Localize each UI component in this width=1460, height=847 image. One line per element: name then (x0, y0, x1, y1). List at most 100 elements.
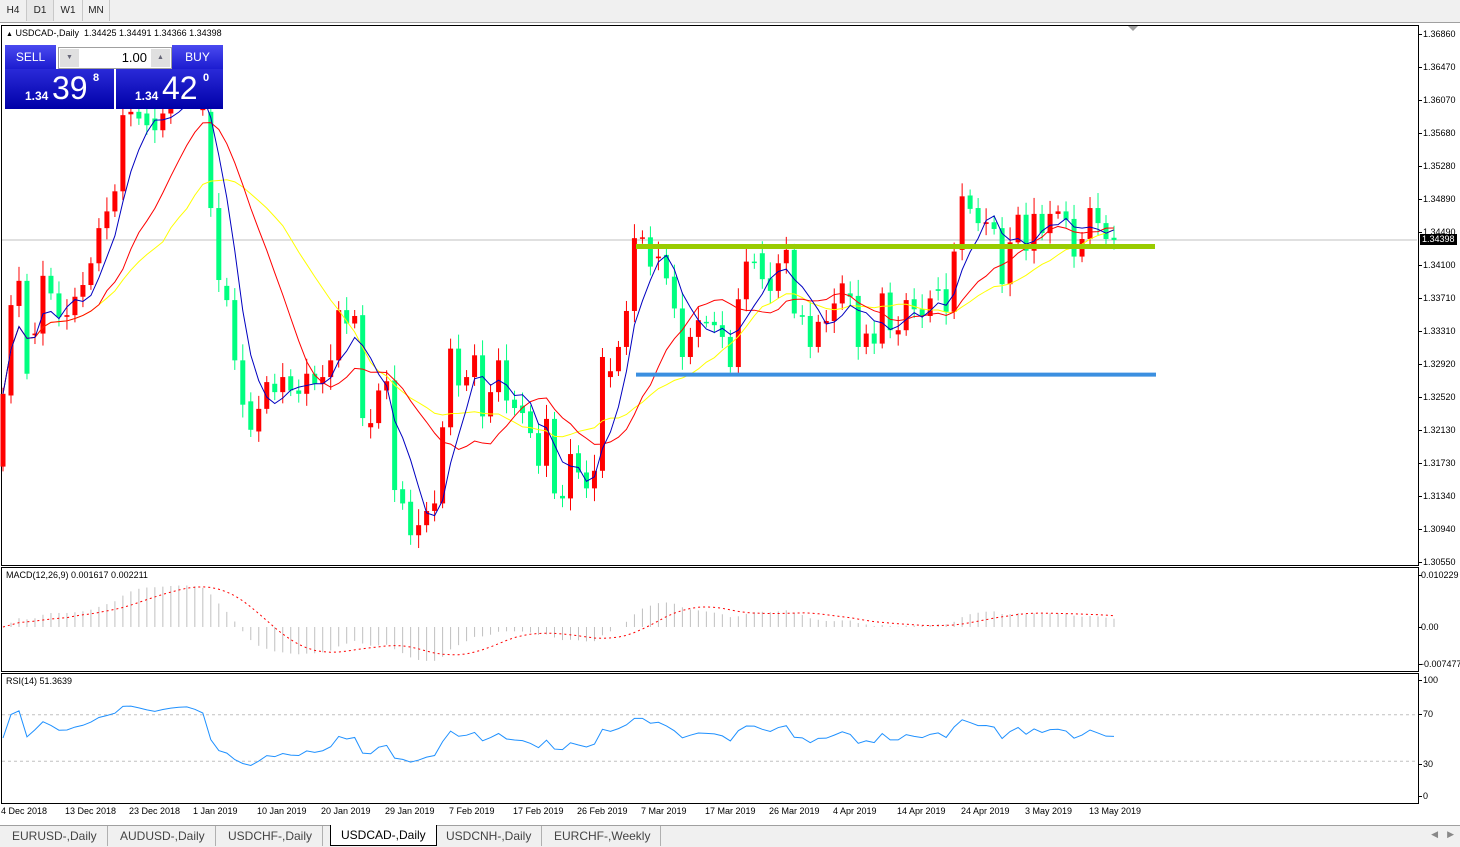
volume-increase-icon[interactable]: ▲ (151, 49, 170, 67)
candle-bear (312, 373, 318, 384)
rsi-axis-label: 0 (1423, 791, 1429, 801)
candle-bear (663, 254, 669, 279)
time-axis-label: 4 Apr 2019 (833, 806, 877, 816)
macd-axis-tick (1419, 575, 1422, 576)
tabs-scroll-right-icon[interactable]: ▶ (1447, 829, 1454, 839)
candle-bear (552, 418, 558, 494)
price-axis-label: 1.36470 (1423, 62, 1456, 72)
candle-bull (96, 228, 102, 264)
candle-bull (432, 503, 438, 511)
candle-bull (472, 355, 478, 378)
sell-price-big: 39 (52, 70, 88, 106)
price-axis-label: 1.32920 (1423, 359, 1456, 369)
candle-bear (999, 228, 1005, 285)
candle-bull (895, 330, 901, 335)
time-axis-label: 7 Feb 2019 (449, 806, 495, 816)
candle-bull (80, 285, 86, 297)
collapse-triangle-icon[interactable]: ▲ (6, 31, 13, 38)
buy-price-pip: 0 (203, 72, 210, 84)
candle-bull (368, 423, 374, 428)
macd-label: MACD(12,26,9) 0.001617 0.002211 (6, 570, 148, 580)
sell-price-prefix: 1.34 (25, 89, 49, 103)
candle-bear (759, 253, 765, 280)
rsi-axis-tick (1419, 764, 1422, 765)
candle-bull (496, 360, 502, 393)
rsi-axis-tick (1419, 714, 1422, 715)
candle-bull (591, 470, 597, 489)
candle-bull (416, 525, 422, 536)
tab-eurchf-weekly[interactable]: EURCHF-,Weekly (544, 826, 662, 846)
candle-bear (408, 501, 414, 536)
ma-slow-line (2, 179, 1115, 438)
candle-bull (567, 454, 573, 499)
timeframe-mn[interactable]: MN (83, 0, 110, 21)
candle-bull (336, 310, 342, 361)
candle-bull (352, 315, 358, 324)
buy-button[interactable]: BUY (172, 45, 223, 69)
candle-bear (480, 355, 486, 417)
macd-axis-label: 0.00 (1421, 622, 1439, 632)
candle-bull (16, 280, 22, 306)
candle-bull (687, 336, 693, 357)
candle-bear (144, 113, 150, 126)
tab-usdchf-daily[interactable]: USDCHF-,Daily (218, 826, 323, 846)
sell-button[interactable]: SELL (5, 45, 56, 69)
candle-bear (679, 308, 685, 357)
sell-price[interactable]: 1.34 39 8 (5, 69, 114, 109)
candle-bull (951, 251, 957, 312)
candle-bull (440, 427, 446, 504)
price-axis-tick (1419, 331, 1422, 332)
candle-bear (943, 289, 949, 312)
tabs-scroll-left-icon[interactable]: ◀ (1431, 829, 1438, 839)
price-axis-tick (1419, 397, 1422, 398)
buy-price[interactable]: 1.34 42 0 (116, 69, 223, 109)
main-chart-panel[interactable] (1, 25, 1419, 566)
candle-bear (288, 376, 294, 391)
candle-bear (711, 321, 717, 326)
candle-bull (112, 191, 118, 212)
candle-bull (120, 115, 126, 192)
rsi-panel[interactable] (1, 673, 1419, 804)
tab-audusd-daily[interactable]: AUDUSD-,Daily (110, 826, 216, 846)
price-axis-tick (1419, 298, 1422, 299)
price-axis-tick (1419, 463, 1422, 464)
candle-bear (855, 295, 861, 347)
price-axis-tick (1419, 232, 1422, 233)
candle-bear (799, 315, 805, 317)
candle-bear (887, 292, 893, 331)
candle-bull (1055, 211, 1061, 214)
candle-bear (272, 383, 278, 393)
price-axis[interactable]: 1.36860 1.36470 1.36070 1.35680 1.35280 1.348… (1419, 0, 1460, 570)
candle-bull (320, 377, 326, 384)
chart-header: ▲ USDCAD-,Daily 1.34425 1.34491 1.34366 … (6, 28, 222, 38)
timeframe-w1[interactable]: W1 (54, 0, 83, 21)
timeframe-h4[interactable]: H4 (0, 0, 27, 21)
candle-bull (815, 321, 821, 347)
candle-bear (727, 336, 733, 368)
tab-usdcad-daily[interactable]: USDCAD-,Daily (330, 825, 437, 846)
candle-bear (919, 309, 925, 316)
price-series (0, 74, 1417, 549)
rsi-axis-label: 30 (1423, 759, 1434, 769)
sell-price-pip: 8 (93, 72, 100, 84)
price-axis-label: 1.32130 (1423, 425, 1456, 435)
candle-bear (344, 310, 350, 324)
tab-eurusd-daily[interactable]: EURUSD-,Daily (2, 826, 108, 846)
candle-bull (448, 348, 454, 428)
volume-stepper[interactable]: ▼ 1.00 ▲ (58, 47, 172, 69)
volume-input[interactable]: 1.00 (121, 50, 147, 65)
time-axis-label: 29 Jan 2019 (385, 806, 435, 816)
time-axis-label: 13 May 2019 (1089, 806, 1142, 816)
candle-bull (264, 382, 270, 409)
tab-usdcnh-daily[interactable]: USDCNH-,Daily (436, 826, 543, 846)
candle-bull (40, 275, 46, 334)
macd-panel[interactable] (1, 567, 1419, 672)
volume-decrease-icon[interactable]: ▼ (60, 49, 79, 67)
time-axis-label: 4 Dec 2018 (1, 806, 48, 816)
candle-bear (1023, 214, 1029, 251)
timeframe-d1[interactable]: D1 (27, 0, 54, 21)
chart-shift-marker-icon[interactable] (1128, 26, 1138, 31)
candle-bear (975, 208, 981, 224)
candle-bull (1087, 208, 1093, 240)
candle-bear (360, 315, 366, 419)
